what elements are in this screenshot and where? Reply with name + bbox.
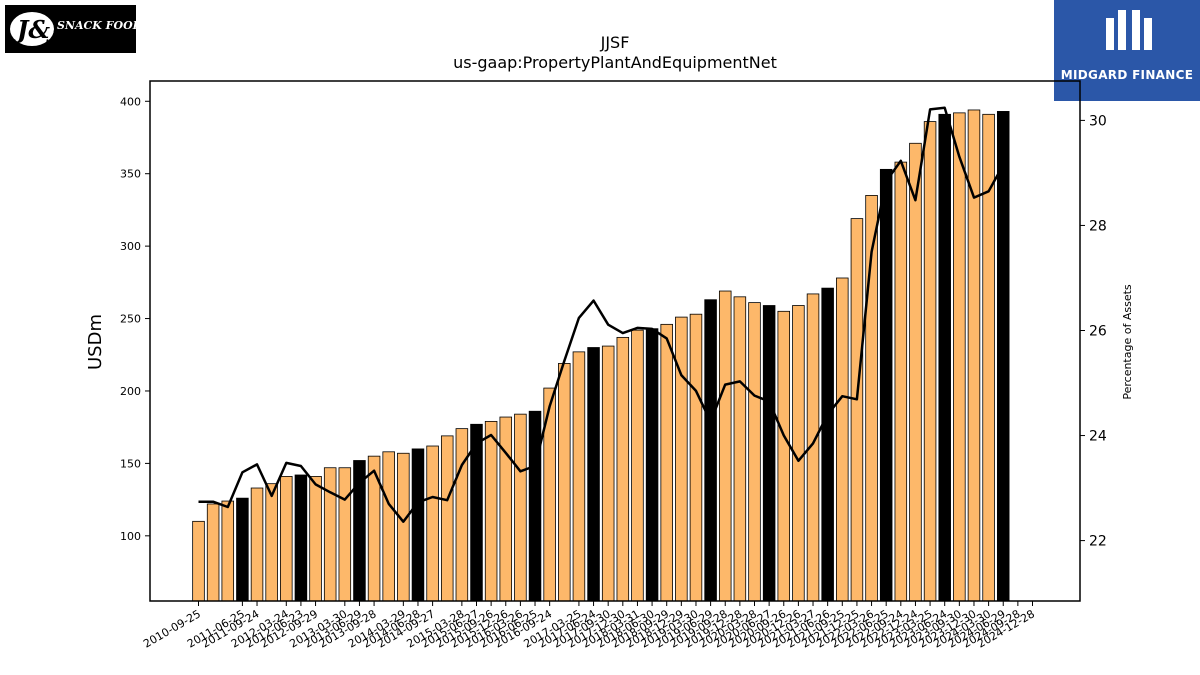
bar <box>836 277 849 602</box>
y-tick-label: 150 <box>120 457 141 470</box>
bar <box>631 329 644 602</box>
bar <box>923 121 937 602</box>
bar <box>660 323 673 602</box>
bar <box>250 487 264 602</box>
y-tick-label: 300 <box>120 240 141 253</box>
bar <box>484 420 498 602</box>
bar <box>616 336 630 602</box>
y2-tick-label: 26 <box>1089 323 1107 339</box>
bar <box>689 313 703 602</box>
y-tick-label: 200 <box>120 385 141 398</box>
bar <box>426 445 439 602</box>
jj-monogram-icon: J&J <box>10 12 63 46</box>
chart-title: JJSF <box>600 33 630 52</box>
bar <box>938 113 951 602</box>
bar <box>499 416 513 602</box>
bar <box>675 316 688 602</box>
midgard-finance-logo: MIDGARD FINANCE <box>1054 0 1200 101</box>
bar <box>192 520 205 602</box>
y2-axis-label: Percentage of Assets <box>1121 284 1134 400</box>
bar <box>733 296 747 602</box>
bar <box>645 328 659 602</box>
bar <box>528 410 542 602</box>
series-line <box>198 106 1005 523</box>
bar <box>455 428 469 602</box>
bar <box>777 310 791 602</box>
bar <box>323 467 337 602</box>
y-tick-label: 100 <box>120 530 141 543</box>
bar <box>236 497 249 602</box>
bar <box>953 112 966 602</box>
bar <box>206 503 220 602</box>
bar <box>748 302 761 602</box>
bar <box>382 451 395 602</box>
bar <box>294 474 308 602</box>
y2-tick-label: 24 <box>1089 429 1107 445</box>
bar <box>850 218 864 602</box>
bar <box>996 111 1010 602</box>
jj-snack-foods-logo: J&J SNACK FOODS <box>5 5 150 53</box>
y2-tick-label: 22 <box>1089 534 1107 550</box>
bar <box>587 347 600 602</box>
bar <box>909 142 922 602</box>
bar <box>982 113 995 602</box>
y2-tick-label: 30 <box>1089 113 1107 129</box>
bar <box>440 435 454 602</box>
bar <box>411 448 425 602</box>
plot-frame <box>149 80 1081 602</box>
svg-text:J&J: J&J <box>13 15 63 44</box>
bar <box>221 500 235 602</box>
bar <box>280 476 293 602</box>
bar <box>558 363 571 602</box>
y2-tick-label: 28 <box>1089 218 1107 234</box>
bar <box>762 305 776 602</box>
bar <box>265 483 278 602</box>
logo-right-text: MIDGARD FINANCE <box>1060 68 1194 82</box>
logo-left-text: SNACK FOODS <box>57 19 151 32</box>
bar <box>894 161 908 602</box>
bar <box>514 413 527 602</box>
bar <box>879 168 893 602</box>
bar <box>397 452 410 602</box>
y-tick-label: 350 <box>120 168 141 181</box>
bar <box>821 287 834 602</box>
y-tick-label: 400 <box>120 95 141 108</box>
y-tick-label: 250 <box>120 313 141 326</box>
midgard-emblem-icon <box>1106 10 1152 50</box>
chart-subtitle: us-gaap:PropertyPlantAndEquipmentNet <box>453 53 777 72</box>
y-axis-label: USDm <box>85 314 106 370</box>
bar <box>601 345 615 602</box>
bar <box>338 467 352 602</box>
bar <box>704 299 717 602</box>
bar <box>718 290 732 602</box>
bar <box>309 476 322 602</box>
bar <box>572 351 586 602</box>
